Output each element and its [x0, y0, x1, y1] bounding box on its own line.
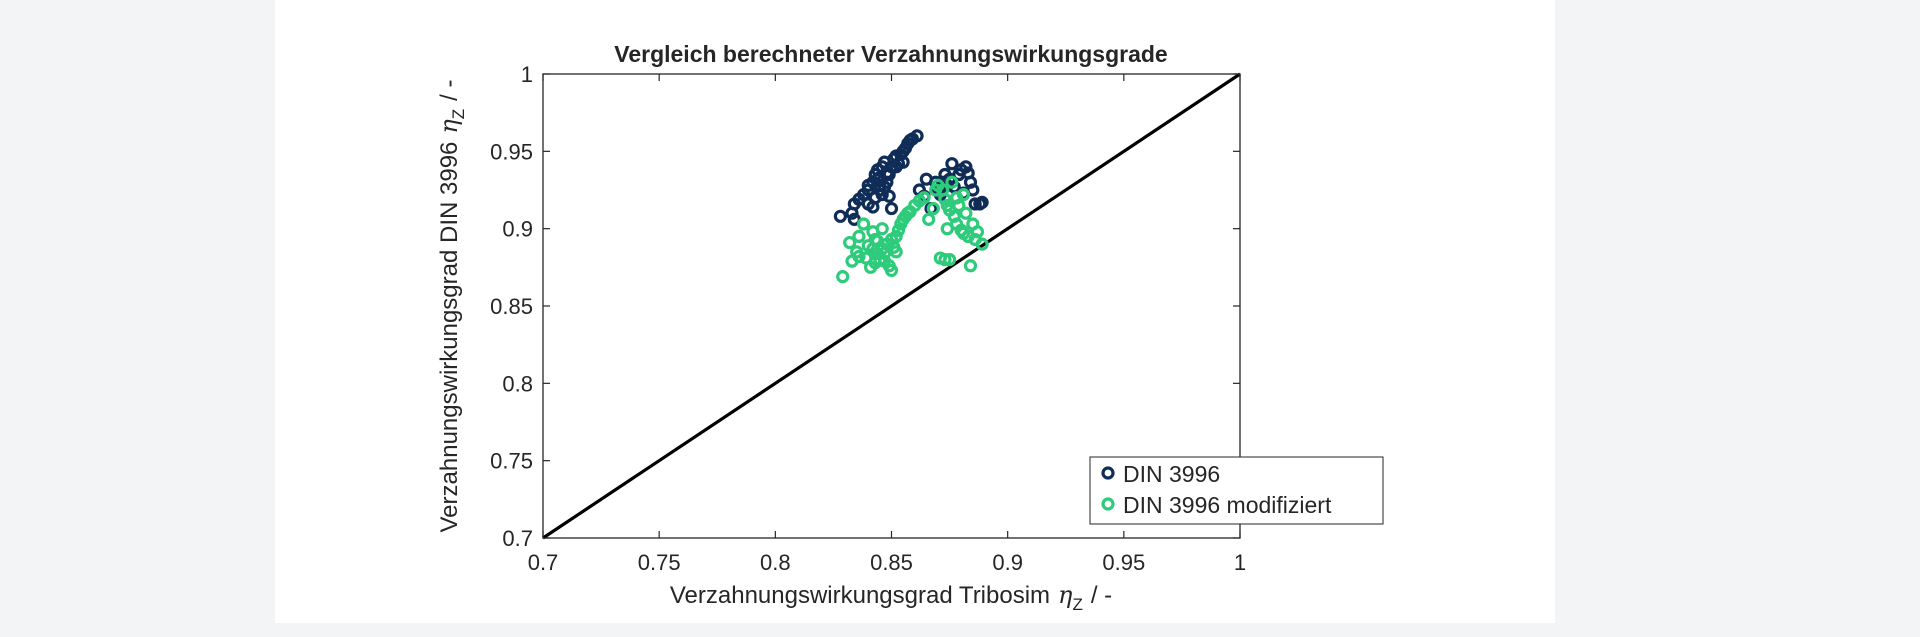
legend: DIN 3996 DIN 3996 modifiziert [1089, 456, 1384, 525]
series-2-point-63 [956, 226, 971, 240]
y-tick-label-5: 0.9 [502, 217, 533, 242]
series-2-point-47 [970, 225, 985, 239]
y-tick-label-3: 0.8 [502, 371, 533, 396]
y-axis-symbol: η [435, 119, 463, 134]
y-tick-label-6: 0.95 [490, 139, 533, 164]
legend-marker-din-3996 [1101, 466, 1115, 480]
series-1-point-38 [861, 197, 875, 211]
series-1-point-1 [833, 209, 847, 223]
x-tick-label-5: 0.9 [992, 550, 1023, 575]
series-2-point-29 [922, 212, 936, 226]
series-1-point-39 [870, 172, 885, 186]
series-2-point-59 [884, 232, 899, 247]
x-axis-label: Verzahnungswirkungsgrad Tribosim ηZ / - [670, 581, 1112, 614]
series-2-point-64 [852, 249, 866, 264]
y-tick-label-2: 0.75 [490, 449, 533, 474]
x-axis-label-text: Verzahnungswirkungsgrad Tribosim [670, 582, 1050, 609]
series-2-point-56 [868, 256, 882, 270]
series-1-point-33 [889, 160, 903, 174]
series-1-point-35 [884, 201, 899, 216]
chart-marks [542, 72, 1241, 540]
series-2-point-37 [947, 209, 961, 223]
x-tick-label-1: 0.7 [528, 550, 559, 575]
series-2 [836, 175, 989, 284]
y-tick-label-7: 1 [521, 62, 533, 87]
series-2-point-6 [857, 217, 871, 231]
series-1-point-57 [968, 197, 982, 211]
series-1-point-55 [963, 175, 978, 189]
legend-marker-din-3996-modifiziert [1101, 497, 1115, 511]
series-2-point-58 [889, 245, 903, 259]
series-2-point-17 [884, 263, 899, 278]
series-2-point-1 [836, 270, 850, 284]
series-2-point-30 [926, 201, 940, 216]
series-1-point-49 [945, 157, 959, 171]
x-tick-label-7: 1 [1234, 550, 1246, 575]
series-2-point-39 [952, 198, 966, 213]
series-1-point-59 [975, 195, 989, 209]
series-1-point-53 [959, 160, 973, 174]
series-2-point-33 [938, 192, 952, 206]
x-tick-label-6: 0.95 [1102, 550, 1145, 575]
series-2-point-54 [866, 242, 880, 256]
legend-label-din-3996: DIN 3996 [1123, 461, 1220, 487]
series-2-point-62 [949, 191, 964, 205]
series-2-point-28 [917, 191, 931, 205]
x-axis-symbol: η [1058, 581, 1073, 609]
axis-ticks: 0.7 0.75 0.8 0.85 0.9 0.95 1 0.7 0.75 0.8 0.85 0.9 0… [490, 62, 1246, 575]
series-2-point-60 [929, 183, 943, 197]
x-axis-symbol-subscript: Z [1072, 595, 1082, 614]
x-tick-label-2: 0.75 [638, 550, 681, 575]
x-axis-unit: / - [1091, 582, 1112, 609]
series-2-point-42 [959, 206, 973, 220]
x-tick-label-3: 0.8 [760, 550, 791, 575]
series-1-point-40 [877, 180, 892, 194]
series-2-point-52 [875, 222, 889, 236]
y-tick-label-4: 0.85 [490, 294, 533, 319]
series-2-point-48 [975, 237, 989, 251]
x-tick-label-4: 0.85 [870, 550, 913, 575]
chart-title: Vergleich berechneter Verzahnungswirkung… [614, 41, 1167, 67]
series-2-point-57 [877, 246, 892, 261]
series-2-point-5 [852, 229, 866, 243]
series-2-point-61 [940, 222, 954, 236]
series-2-point-20 [891, 223, 906, 237]
y-axis-symbol-subscript: Z [449, 109, 468, 119]
series-2-point-36 [945, 175, 959, 189]
series-2-point-51 [942, 253, 957, 267]
series-2-point-44 [963, 259, 978, 273]
reference-line-diagonal [542, 72, 1241, 540]
y-axis-unit: / - [436, 79, 463, 100]
series-1-point-31 [910, 129, 924, 143]
y-axis-label: Verzahnungswirkungsgrad DIN 3996 ηZ / - [435, 79, 468, 532]
series-1-point-20 [882, 167, 896, 182]
figure-page: 0.7 0.75 0.8 0.85 0.9 0.95 1 0.7 0.75 0.8 0.85 0.9 0… [275, 0, 1555, 623]
legend-label-din-3996-modifiziert: DIN 3996 modifiziert [1123, 492, 1332, 518]
y-axis-label-text: Verzahnungswirkungsgrad DIN 3996 [436, 142, 463, 533]
scatter-chart: 0.7 0.75 0.8 0.85 0.9 0.95 1 0.7 0.75 0.8 0.85 0.9 0… [435, 41, 1384, 614]
series-2-point-3 [843, 235, 857, 250]
y-tick-label-1: 0.7 [502, 526, 533, 551]
legend-box [1089, 456, 1384, 525]
